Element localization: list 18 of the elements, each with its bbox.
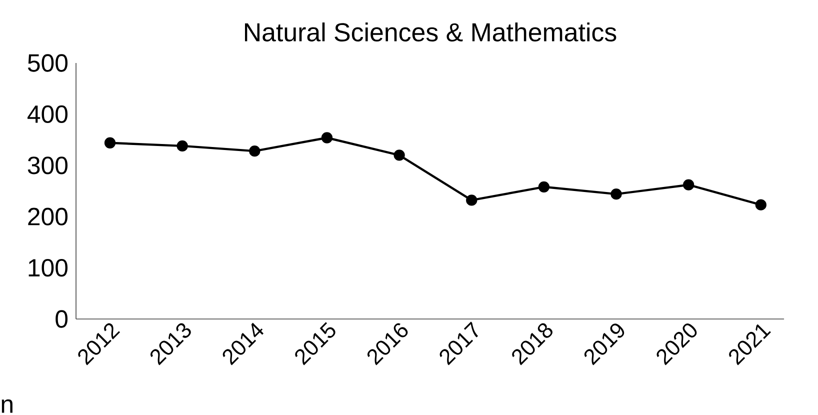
point [176, 140, 188, 152]
point [321, 132, 333, 144]
point [466, 194, 478, 206]
point [394, 150, 405, 161]
y-tick-label: 400 [28, 105, 68, 124]
y-tick-label: 500 [28, 54, 68, 72]
point [610, 188, 622, 200]
point [249, 145, 260, 157]
y-tick-label: 100 [28, 258, 68, 277]
y-tick-label: 300 [28, 156, 68, 174]
text: n [2, 399, 12, 413]
point [755, 199, 766, 210]
y-tick-label: 0 [56, 310, 68, 328]
chart-title: Natural Sciences & Mathematics [244, 22, 616, 42]
point [682, 179, 694, 190]
point [538, 181, 550, 192]
point [104, 137, 116, 148]
y-tick-label: 200 [28, 208, 68, 226]
